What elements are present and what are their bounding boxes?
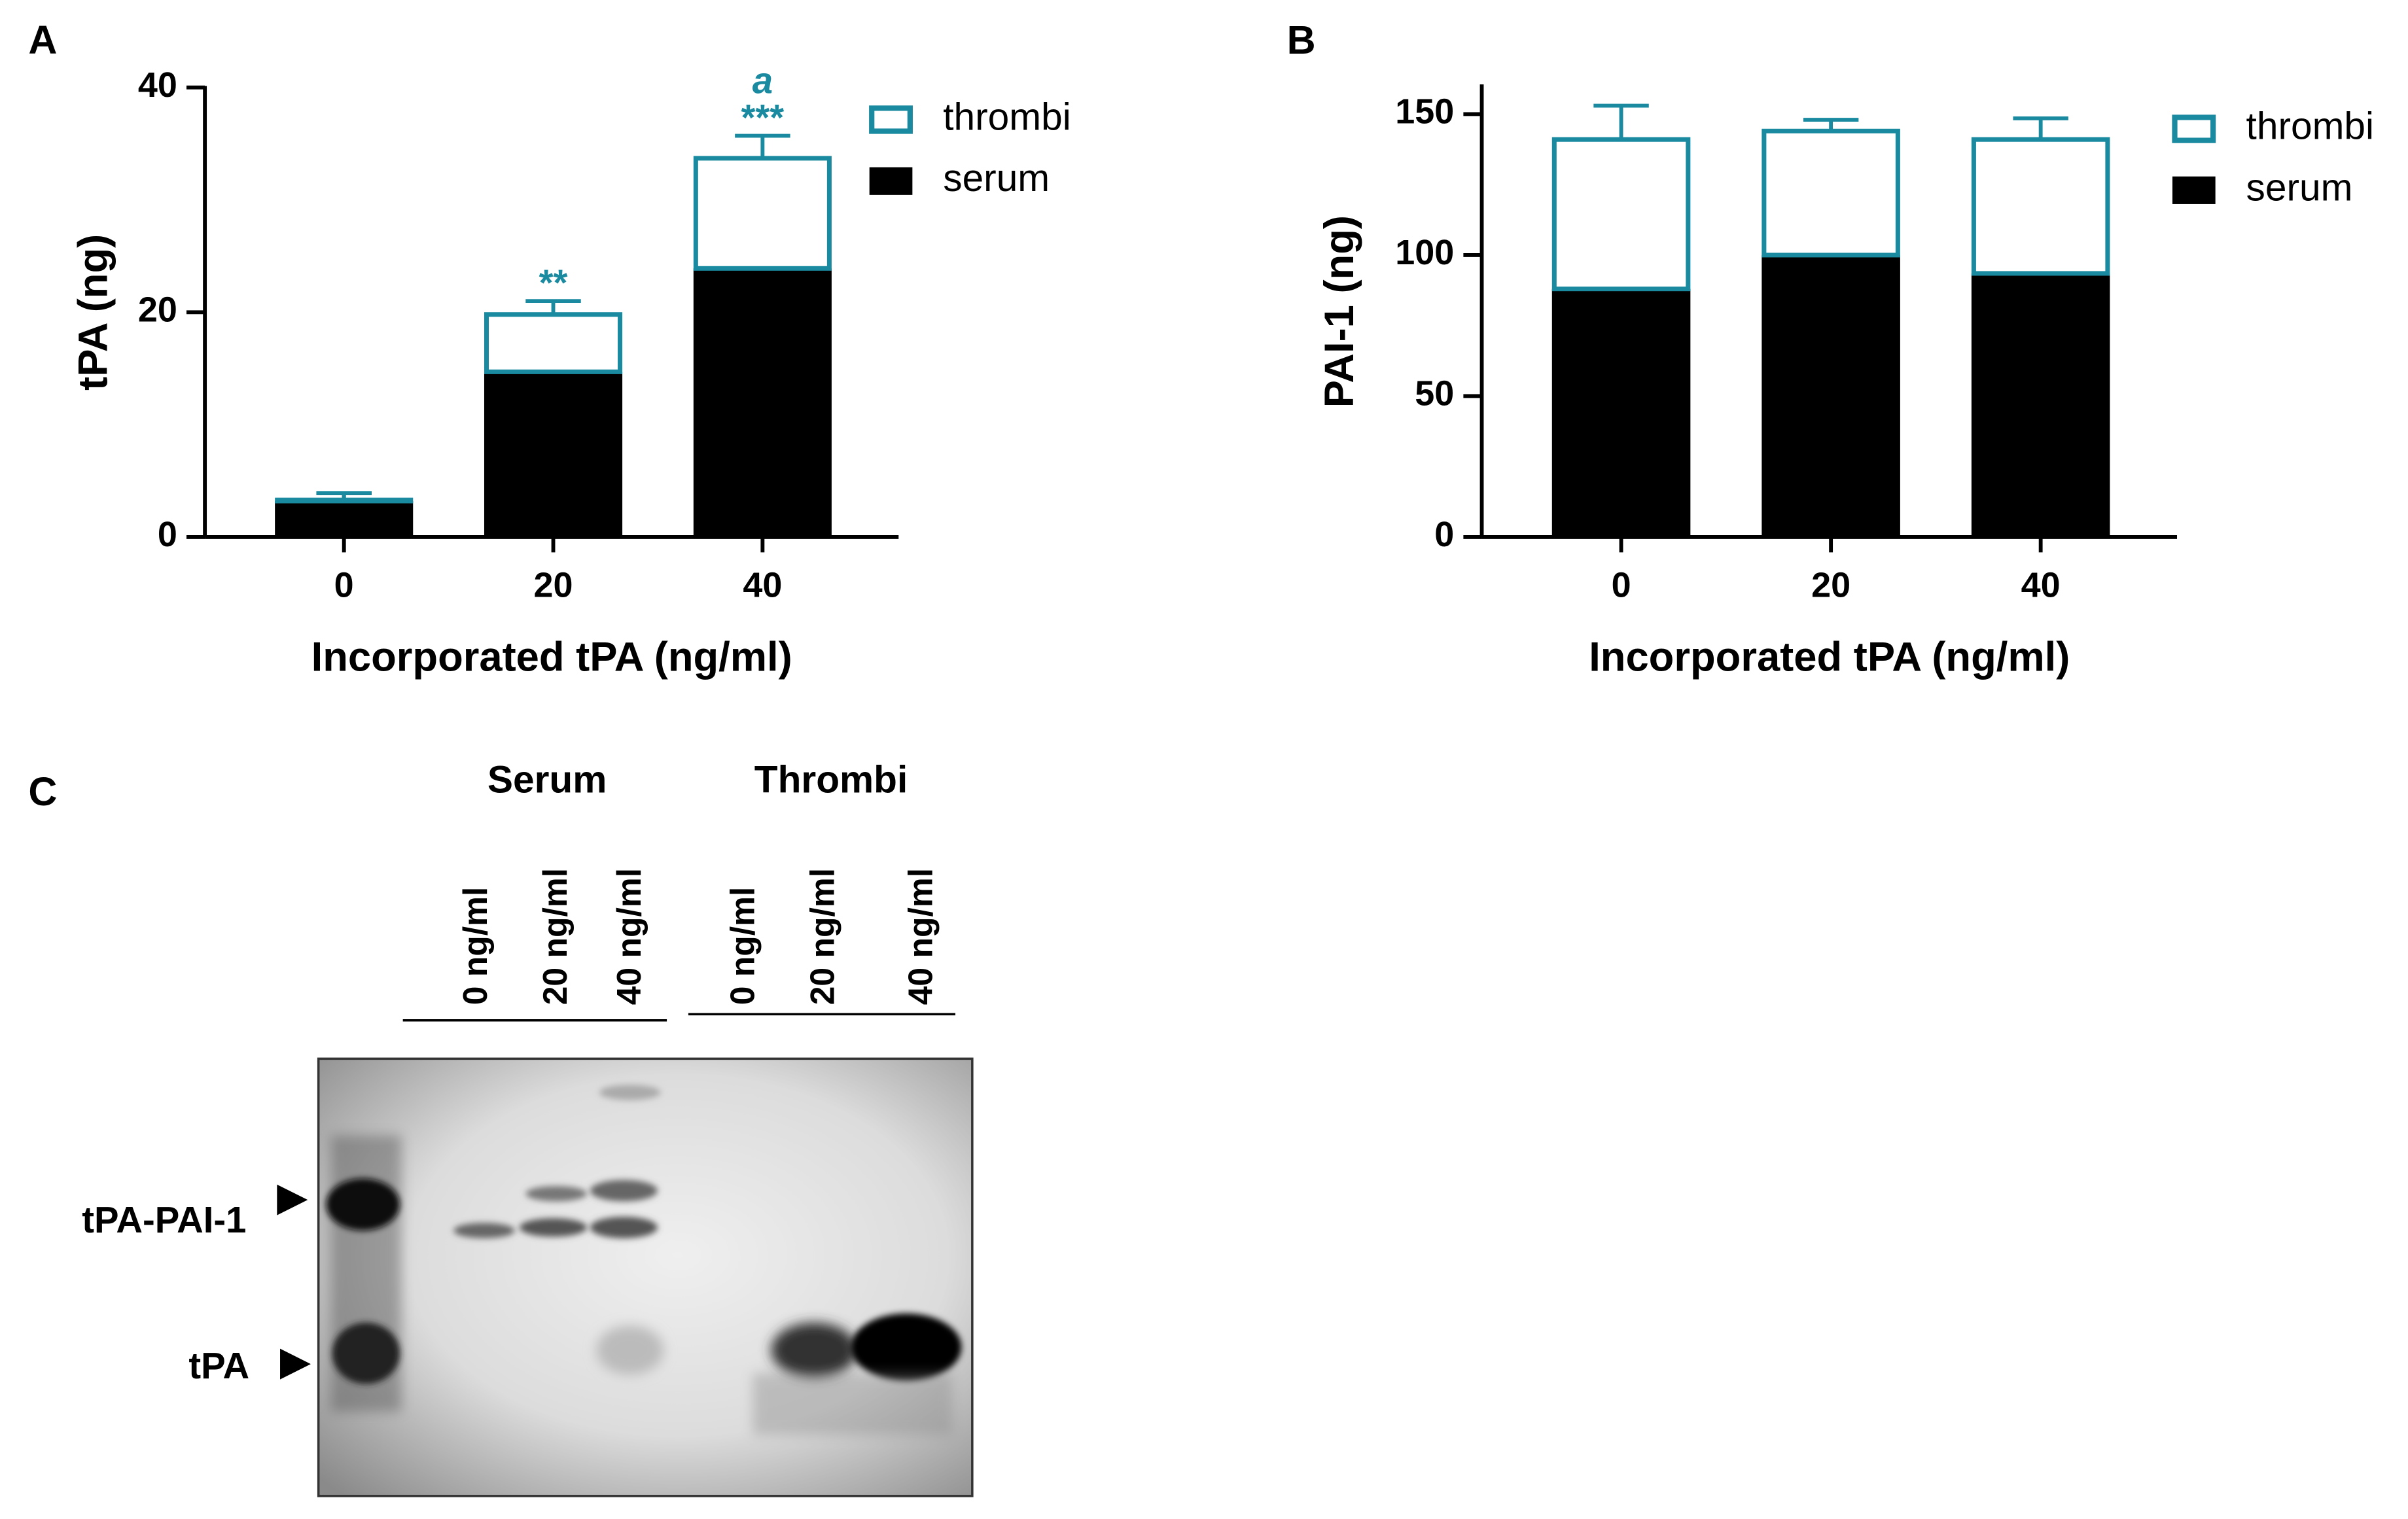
legend-swatch: [2172, 176, 2216, 204]
y-tick-label: 20: [138, 290, 177, 330]
marker-label: tPA: [188, 1345, 249, 1386]
legend-swatch: [2172, 114, 2216, 143]
x-axis-label: Incorporated tPA (ng/ml): [311, 634, 792, 680]
panel-label: A: [28, 18, 57, 62]
significance-label: ***: [741, 97, 785, 138]
y-tick-label: 40: [138, 65, 177, 105]
marker-arrow: [277, 1184, 308, 1215]
blot-panel: C Serum Thrombi 0 ng/ml 20 ng/ml 40 ng/m…: [28, 759, 974, 1497]
error-bar: [1593, 103, 1649, 140]
chart: B PAI-1 (ng) Incorporated tPA (ng/ml) 0 50 10…: [1287, 18, 2374, 680]
bar-segment: [275, 497, 414, 504]
y-tick-label: 0: [158, 515, 177, 554]
y-tick-label: 0: [1434, 515, 1454, 554]
bar-segment: [1551, 288, 1691, 537]
bar-segment: [1551, 137, 1691, 292]
bar-segment: [1971, 137, 2110, 276]
lane-label: 20 ng/ml: [536, 868, 574, 1005]
y-axis-label: tPA (ng): [70, 234, 116, 391]
legend-label: serum: [943, 157, 1050, 200]
gel-image: [317, 1057, 974, 1497]
panel-label: B: [1287, 18, 1316, 62]
lane-label: 20 ng/ml: [803, 868, 841, 1005]
error-bar: [735, 133, 790, 158]
y-tick-label: 100: [1395, 233, 1454, 272]
panel-label: C: [28, 769, 57, 814]
lane-label: 40 ng/ml: [901, 868, 939, 1005]
x-tick-label: 20: [534, 566, 573, 605]
y-tick-label: 150: [1395, 92, 1454, 131]
lane-label: 0 ng/ml: [456, 887, 494, 1005]
group-label: Serum: [487, 759, 607, 801]
error-bar: [316, 491, 372, 500]
bar-segment: [693, 156, 832, 271]
lane-label: 40 ng/ml: [610, 868, 648, 1005]
y-tick-label: 50: [1415, 374, 1454, 413]
x-axis-label: Incorporated tPA (ng/ml): [1589, 634, 2070, 680]
x-tick-label: 20: [1811, 566, 1850, 605]
bar-segment: [484, 372, 623, 537]
error-bar: [2013, 116, 2068, 140]
x-tick-label: 0: [1612, 566, 1631, 605]
lane-label: 0 ng/ml: [723, 887, 761, 1005]
bar-segment: [1762, 254, 1900, 537]
legend-swatch: [869, 105, 913, 134]
y-axis-label: PAI-1 (ng): [1317, 215, 1362, 408]
bar-segment: [693, 268, 832, 537]
legend-label: thrombi: [943, 96, 1071, 138]
legend-label: thrombi: [2246, 105, 2374, 148]
marker-arrow: [280, 1348, 311, 1380]
bar-segment: [1762, 128, 1900, 258]
legend-swatch: [869, 167, 913, 195]
error-bar: [1803, 118, 1859, 131]
letter-label: a: [752, 60, 773, 101]
x-tick-label: 0: [334, 566, 354, 605]
legend-label: serum: [2246, 166, 2353, 209]
x-tick-label: 40: [2021, 566, 2061, 605]
error-bar: [525, 299, 581, 315]
bar-segment: [484, 312, 623, 374]
significance-label: **: [539, 262, 568, 304]
bar-segment: [275, 500, 414, 537]
bar-segment: [1971, 273, 2110, 537]
x-tick-label: 40: [743, 566, 782, 605]
marker-label: tPA-PAI-1: [82, 1199, 246, 1240]
group-label: Thrombi: [754, 759, 908, 801]
